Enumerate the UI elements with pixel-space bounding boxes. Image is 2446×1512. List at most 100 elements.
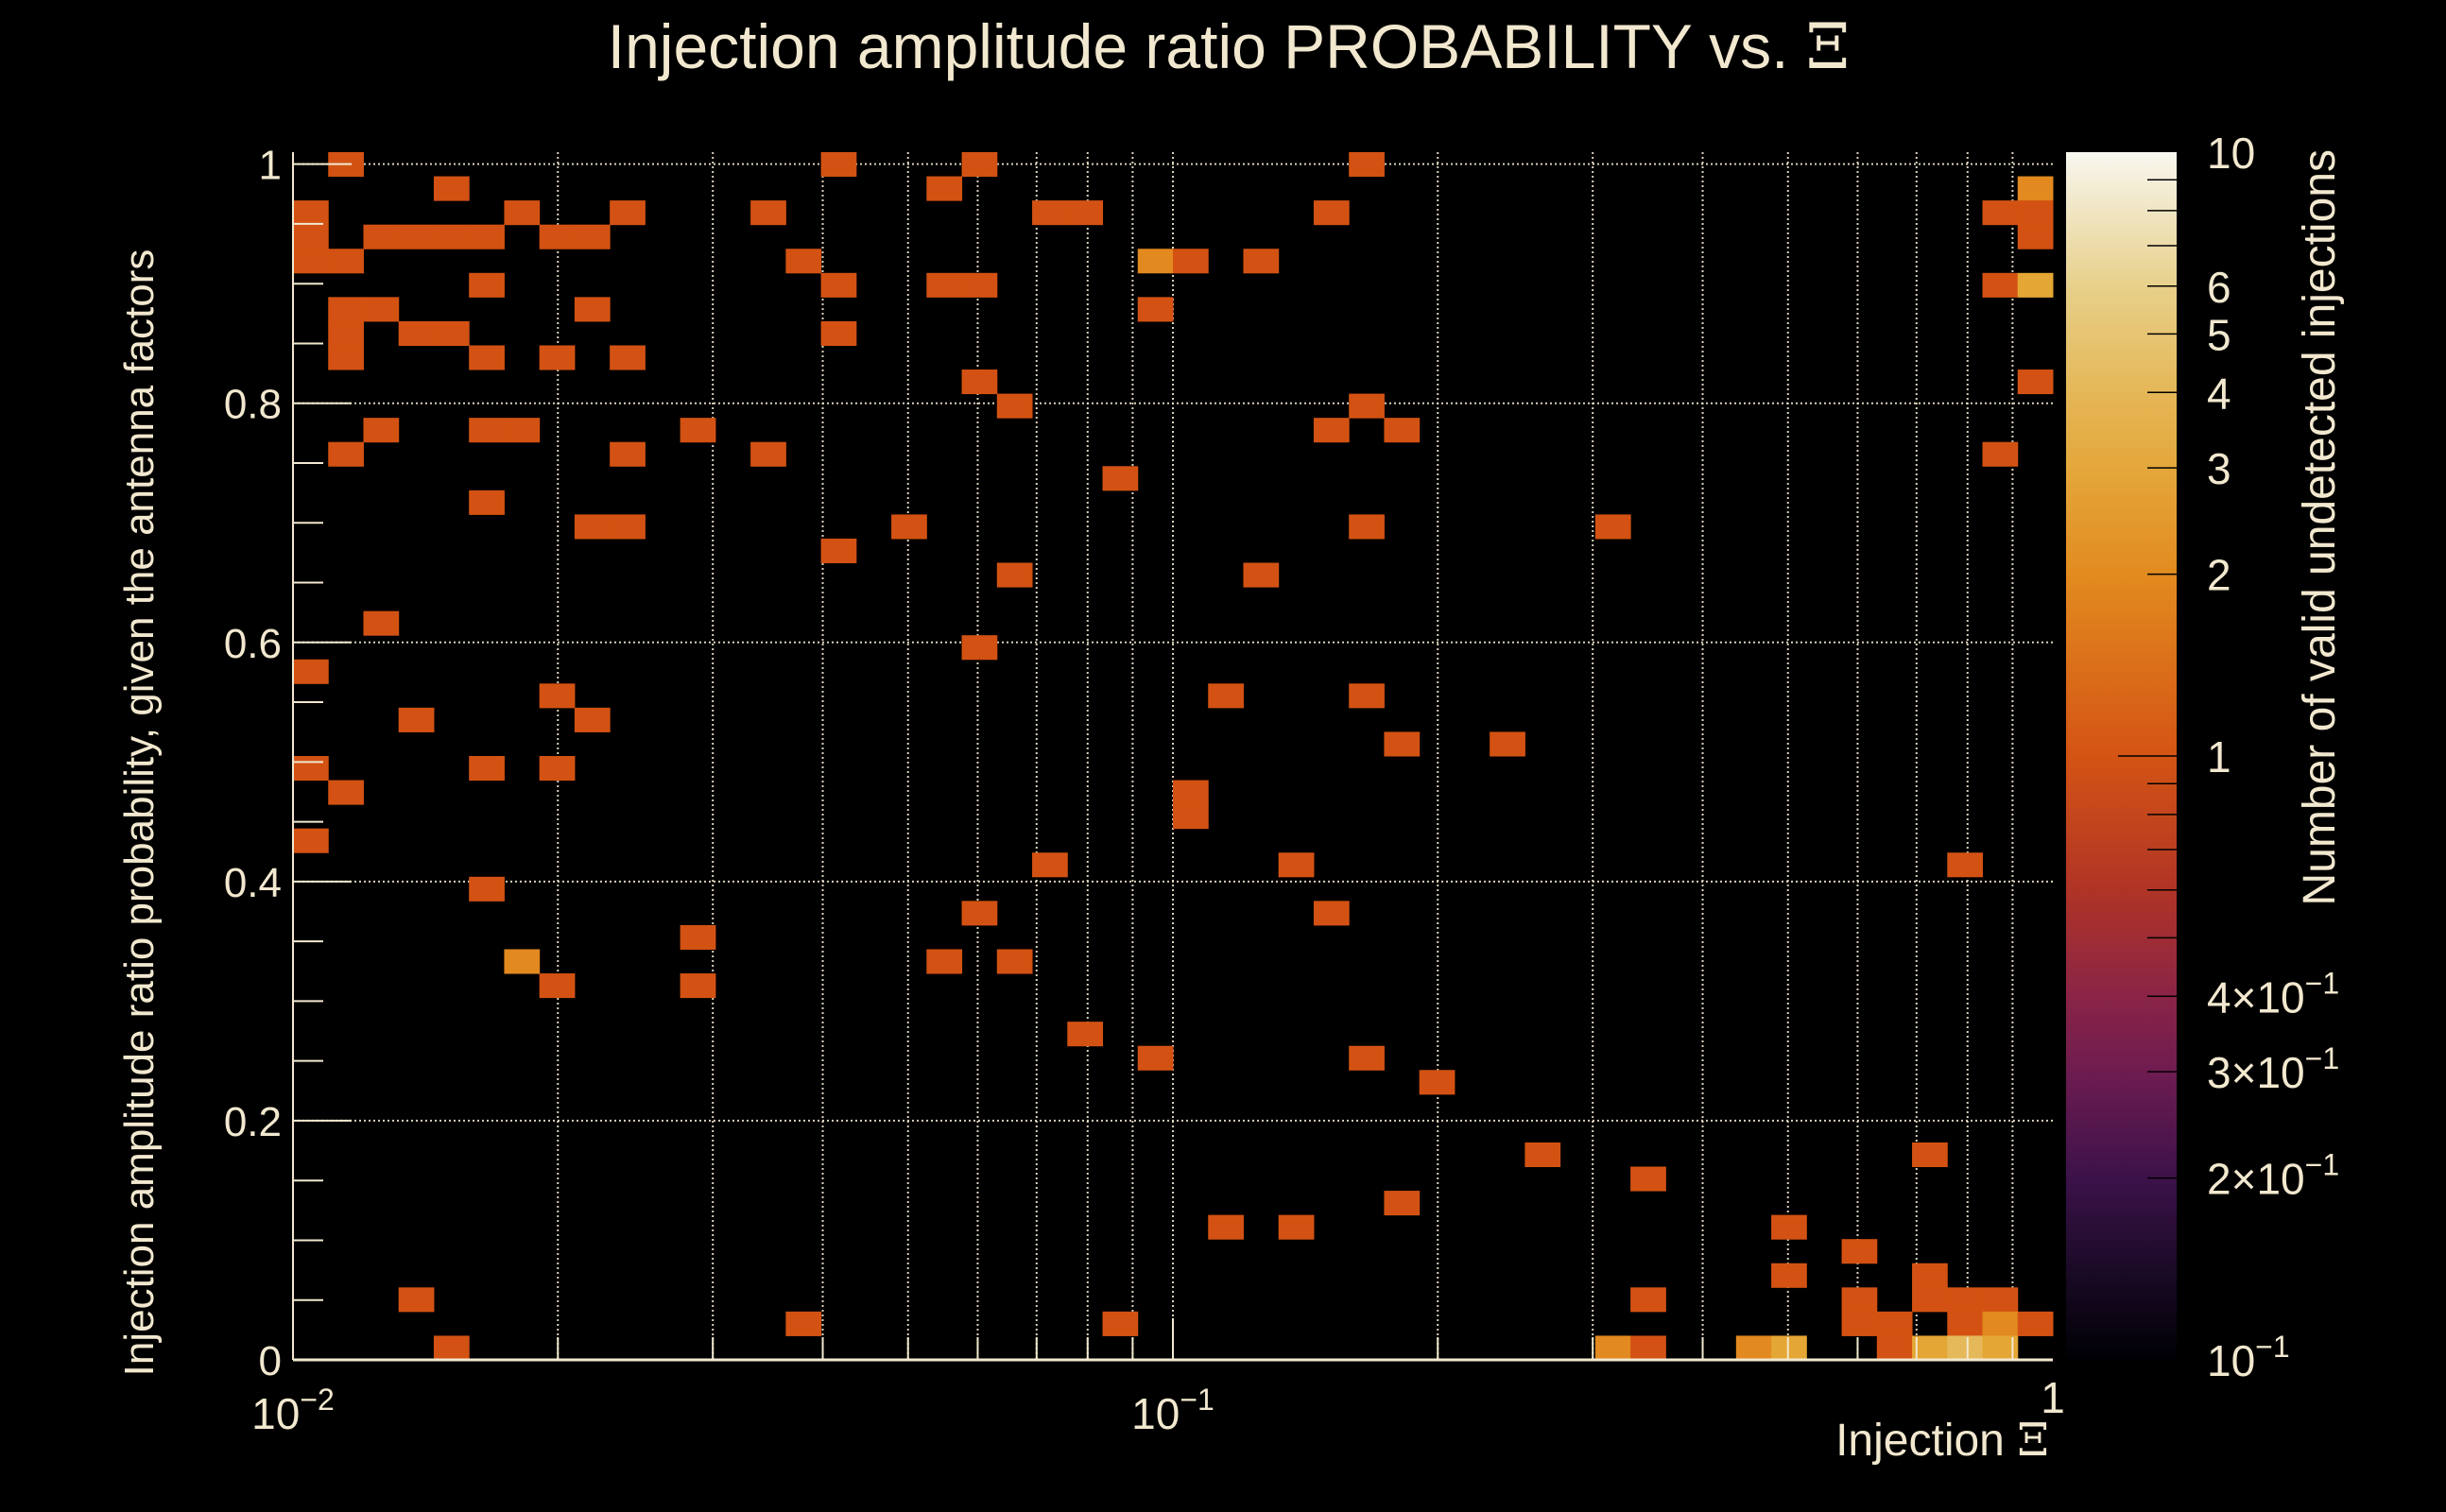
colorbar-tick-label: 5 [2207,310,2231,359]
heatmap-cell [1208,683,1244,709]
heatmap-cell [1771,1335,1807,1361]
heatmap-cell [469,876,505,902]
heatmap-cell [1982,1311,2019,1336]
heatmap-cell [504,949,541,974]
y-tick-label: 0.2 [224,1099,282,1145]
heatmap-cell [363,418,400,443]
heatmap-cell [680,418,716,443]
heatmap-cell [1313,901,1350,926]
heatmap-cell [610,200,646,226]
heatmap-cell [1137,1045,1174,1071]
heatmap-cell [1173,780,1209,805]
heatmap-cell [820,538,857,564]
axes [292,152,2053,1362]
colorbar-ticks [2118,179,2177,1179]
colorbar-title: Number of valid undetected injections [2295,149,2345,905]
heatmap-cell [433,224,470,249]
chart-title: Injection amplitude ratio PROBABILITY vs… [608,10,1850,83]
heatmap-cell [504,200,541,226]
heatmap-cell [1876,1335,1913,1361]
heatmap-cell [1384,418,1421,443]
heatmap-cell [539,345,576,370]
heatmap-cell [1630,1287,1666,1313]
xi-symbol: Ξ [2017,1414,2049,1467]
heatmap-cell [2017,369,2054,395]
colorbar-tick-labels: 10 65 4 3 2 1 4×10−1 3×10−1 2×10−1 10−1 [2207,129,2339,1385]
y-axis-title: Injection amplitude ratio probability, g… [116,249,163,1377]
heatmap-cell [363,610,400,636]
heatmap-cell [1243,562,1280,588]
heatmap-cell [469,756,505,782]
heatmap-cell [1947,1335,1984,1361]
heatmap-cell [2017,1311,2054,1336]
y-tick-label: 0 [259,1338,282,1384]
heatmap-cell [1419,1070,1456,1095]
colorbar-tick-label: 6 [2207,263,2231,312]
colorbar-tick-label: 2×10−1 [2207,1148,2339,1204]
colorbar-tick-label: 10−1 [2207,1330,2290,1385]
heatmap-cell [1524,1142,1561,1168]
heatmap-cell [539,224,576,249]
heatmap-cell [1982,200,2019,226]
x-tick-label: 10−2 [251,1383,335,1438]
heatmap-cell [293,200,329,226]
heatmap-cell [363,224,400,249]
x-axis-title: Injection Ξ [1835,1414,2049,1467]
heatmap-cell [1771,1263,1807,1288]
heatmap-cell [1067,200,1104,226]
heatmap-cell [610,441,646,467]
heatmap-cell [2017,272,2054,298]
heatmap-cell [2017,200,2054,226]
heatmap-cell [750,200,786,226]
heatmap-cell [1349,1045,1385,1071]
heatmap-cell [1349,683,1385,709]
heatmap-cell [1594,1335,1631,1361]
colorbar-tick-label: 2 [2207,551,2231,600]
y-tick-label: 1 [259,143,282,189]
heatmap-cell [293,828,329,853]
heatmap-cell [469,272,505,298]
heatmap-cell [469,345,505,370]
heatmap-cell [996,562,1033,588]
heatmap-cell [1947,1311,1984,1336]
heatmap-cell [1349,393,1385,419]
heatmap-cell [469,418,505,443]
heatmap-cell [1278,852,1315,878]
heatmap-cell [2017,224,2054,249]
heatmap-cell [328,780,364,805]
x-tick-label: 10−1 [1131,1383,1214,1438]
colorbar-tick-label: 1 [2207,732,2231,782]
heatmap-cell [1313,200,1350,226]
heatmap-cell [1384,1191,1421,1216]
y-tick-label: 0.8 [224,382,282,428]
heatmap-cell [1735,1335,1772,1361]
heatmap-cell [504,418,541,443]
colorbar-tick-label: 4 [2207,369,2231,418]
heatmap-cell [293,756,329,782]
y-tick-label: 0.6 [224,621,282,667]
y-tick-labels: 0 0.2 0.4 0.6 0.8 1 [224,143,282,1384]
heatmap-cells [293,152,2054,1361]
heatmap-cell [680,973,716,999]
heatmap-cell [961,272,998,298]
heatmap-cell [328,345,364,370]
heatmap-cell [1771,1214,1807,1240]
heatmap-cell [469,224,505,249]
heatmap-cell [750,441,786,467]
heatmap-cell [961,369,998,395]
heatmap-cell [1841,1287,1878,1313]
heatmap-cell [328,441,364,467]
x-tick-labels: 10−2 10−1 1 [251,1373,2065,1438]
heatmap-cell [398,224,435,249]
heatmap-cell [1630,1166,1666,1192]
heatmap-cell [1208,1214,1244,1240]
x-tick-label: 1 [2041,1373,2065,1422]
heatmap-cell [680,924,716,950]
heatmap-cell [926,176,963,201]
heatmap-cell [398,1287,435,1313]
heatmap-cell [926,272,963,298]
heatmap-cell [398,707,435,732]
colorbar-tick-label: 3×10−1 [2207,1041,2339,1097]
heatmap-cell [1032,852,1068,878]
